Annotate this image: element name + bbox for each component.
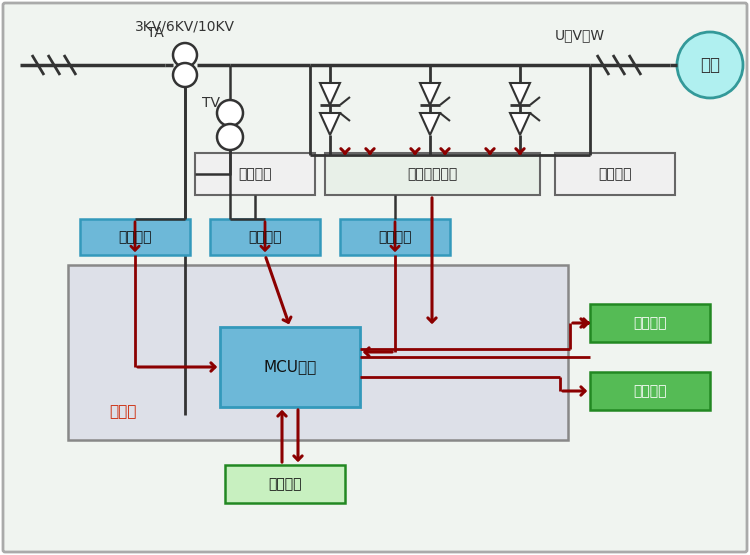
Circle shape xyxy=(217,124,243,150)
FancyBboxPatch shape xyxy=(590,304,710,342)
Text: 阻容电路: 阻容电路 xyxy=(598,167,632,181)
Polygon shape xyxy=(510,83,530,105)
Text: 显示面板: 显示面板 xyxy=(268,477,302,491)
Text: 电机: 电机 xyxy=(700,56,720,74)
Text: MCU控制: MCU控制 xyxy=(263,360,316,375)
FancyBboxPatch shape xyxy=(555,153,675,195)
FancyBboxPatch shape xyxy=(340,219,450,255)
FancyBboxPatch shape xyxy=(220,327,360,407)
FancyBboxPatch shape xyxy=(68,265,568,440)
FancyBboxPatch shape xyxy=(210,219,320,255)
Text: 均压电路: 均压电路 xyxy=(238,167,272,181)
Text: 电压测量: 电压测量 xyxy=(378,230,412,244)
Text: 远程通讯: 远程通讯 xyxy=(633,384,667,398)
Text: U、V、W: U、V、W xyxy=(555,28,605,42)
Circle shape xyxy=(217,100,243,126)
FancyBboxPatch shape xyxy=(80,219,190,255)
Text: 同步检测: 同步检测 xyxy=(248,230,282,244)
FancyBboxPatch shape xyxy=(195,153,315,195)
Text: 电流测量: 电流测量 xyxy=(118,230,152,244)
FancyBboxPatch shape xyxy=(590,372,710,410)
FancyBboxPatch shape xyxy=(3,3,747,552)
Polygon shape xyxy=(320,113,340,135)
Text: 光纤隔离驱动: 光纤隔离驱动 xyxy=(406,167,457,181)
Polygon shape xyxy=(420,83,440,105)
Circle shape xyxy=(173,63,197,87)
Polygon shape xyxy=(320,83,340,105)
Text: 控制器: 控制器 xyxy=(110,405,136,420)
Text: TV: TV xyxy=(202,96,220,110)
Text: 开入开出: 开入开出 xyxy=(633,316,667,330)
Circle shape xyxy=(173,43,197,67)
FancyBboxPatch shape xyxy=(225,465,345,503)
FancyBboxPatch shape xyxy=(325,153,540,195)
Polygon shape xyxy=(420,113,440,135)
Polygon shape xyxy=(510,113,530,135)
Text: TA: TA xyxy=(146,26,164,40)
Text: 3KV/6KV/10KV: 3KV/6KV/10KV xyxy=(135,20,235,34)
Circle shape xyxy=(677,32,743,98)
